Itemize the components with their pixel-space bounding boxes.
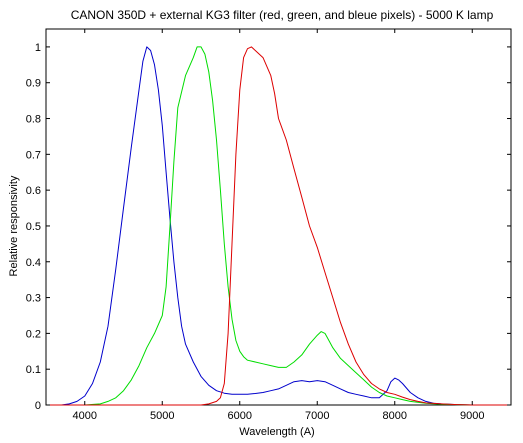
x-tick-label: 4000 xyxy=(73,410,97,422)
y-tick-label: 0.8 xyxy=(26,114,41,126)
y-tick-label: 0.2 xyxy=(26,328,41,340)
y-tick-label: 0 xyxy=(35,400,41,412)
y-tick-label: 0.3 xyxy=(26,293,41,305)
x-tick-label: 9000 xyxy=(460,410,484,422)
plot-frame xyxy=(45,28,512,406)
y-tick-label: 1 xyxy=(35,42,41,54)
x-tick-label: 7000 xyxy=(305,410,329,422)
x-tick-label: 5000 xyxy=(150,410,174,422)
y-tick-label: 0.1 xyxy=(26,364,41,376)
series-layer xyxy=(46,46,511,406)
ticks-layer: 4000 5000 6000 7000 8000 9000 0 0.1 0.2 0.3 0.4 0.5… xyxy=(26,29,511,422)
x-axis-label: Wavelength (A) xyxy=(239,426,314,438)
chart-title: CANON 350D + external KG3 filter (red, g… xyxy=(71,8,494,22)
series-line-2 xyxy=(46,46,511,406)
series-line-1 xyxy=(46,46,511,406)
y-tick-label: 0.4 xyxy=(26,257,41,269)
y-tick-label: 0.5 xyxy=(26,221,41,233)
plot-area xyxy=(45,28,512,406)
series-line-3 xyxy=(46,46,511,406)
y-tick-label: 0.7 xyxy=(26,149,41,161)
y-tick-label: 0.9 xyxy=(26,78,41,90)
y-tick-label: 0.6 xyxy=(26,185,41,197)
x-tick-label: 8000 xyxy=(383,410,407,422)
y-axis-label: Relative responsivity xyxy=(8,175,20,276)
x-tick-label: 6000 xyxy=(228,410,252,422)
